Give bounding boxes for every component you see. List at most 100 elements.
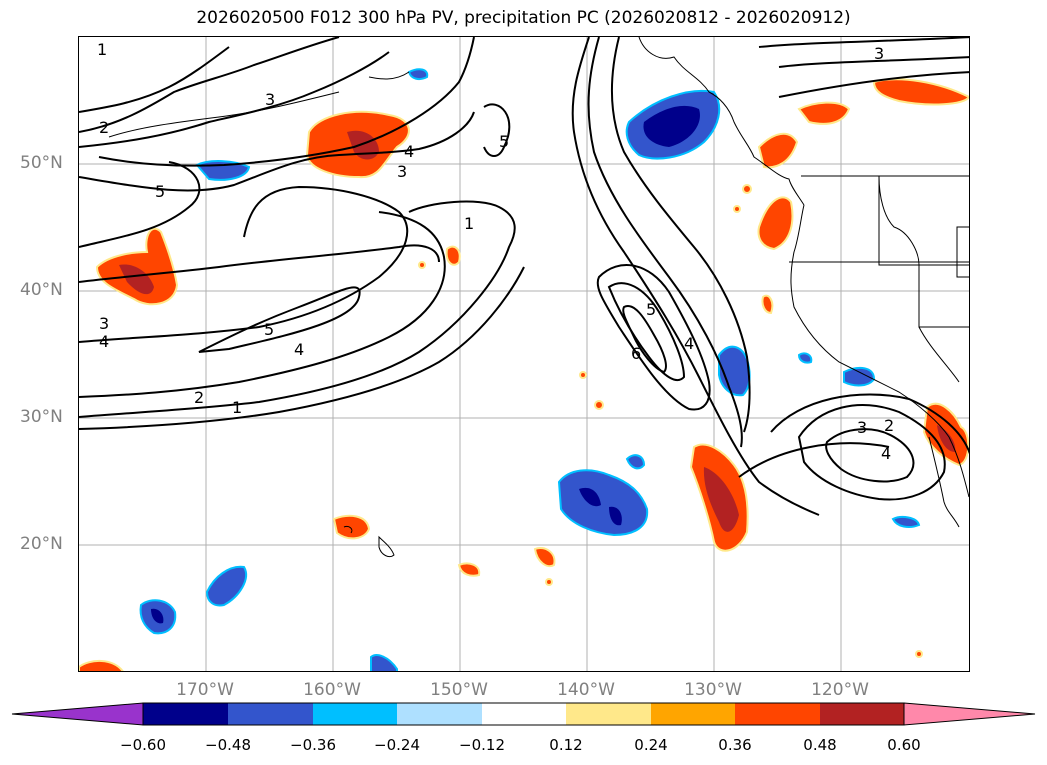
colorbar-tick: −0.24 [374, 736, 420, 754]
lon-label: 170°W [176, 680, 234, 700]
pv-contour-3 [79, 244, 440, 283]
contour-label: 3 [99, 314, 109, 333]
contour-label: 2 [884, 416, 894, 435]
contour-label: 1 [97, 40, 107, 59]
pv-contour-2 [79, 46, 230, 113]
colorbar-tick: 0.60 [887, 736, 921, 754]
lat-label: 20°N [20, 534, 63, 554]
pv-contour-5 [198, 286, 361, 353]
pv-contour-3 [778, 56, 969, 68]
pv-contour-3 [797, 404, 946, 501]
map-panel: 1 2 3 4 3 5 1 5 3 4 5 4 2 1 5 6 4 3 2 4 … [78, 36, 970, 672]
colorbar-tick: −0.48 [205, 736, 251, 754]
precip-area [625, 454, 646, 470]
precip-area [407, 68, 429, 81]
pv-contour-5 [79, 161, 201, 248]
colorbar-frame [142, 702, 905, 726]
pv-contour-3 [98, 37, 475, 167]
pv-contour-4 [825, 428, 915, 483]
precip-core [937, 425, 956, 452]
colorbar-tick: −0.60 [120, 736, 166, 754]
precip-area [757, 132, 799, 169]
precip-area [95, 227, 179, 306]
precip-core [119, 264, 154, 295]
precip-area [545, 578, 553, 586]
precip-area [370, 654, 398, 671]
contour-label: 1 [464, 214, 474, 233]
colorbar-tick: 0.12 [549, 736, 583, 754]
lon-label: 120°W [811, 680, 869, 700]
precip-area [79, 660, 124, 671]
colorbar-tick: 0.36 [718, 736, 752, 754]
contour-label: 2 [99, 118, 109, 137]
contour-label: 5 [499, 132, 509, 151]
coastlines [108, 37, 969, 558]
colorbar-segment [313, 703, 397, 725]
lat-label: 40°N [20, 280, 63, 300]
precip-area [891, 516, 921, 528]
pv-contour-3 [79, 211, 446, 398]
coastline-aleutians [108, 91, 340, 138]
map-canvas: 1 2 3 4 3 5 1 5 3 4 5 4 2 1 5 6 4 3 2 4 … [79, 37, 969, 671]
pv-contour-4 [79, 185, 409, 343]
precip-core [609, 506, 622, 526]
precip-area [594, 400, 604, 410]
precip-core [579, 487, 601, 507]
precip-area [533, 547, 556, 568]
contour-label: 4 [294, 340, 304, 359]
pv-contour-4 [79, 111, 475, 192]
pv-contours [79, 37, 969, 516]
lat-label: 50°N [20, 153, 63, 173]
precip-area [757, 196, 794, 251]
pv-contour-2 [758, 37, 969, 48]
contour-label: 5 [264, 320, 274, 339]
precip-area [332, 514, 371, 540]
precip-area [797, 352, 813, 364]
pv-contour-2 [79, 51, 390, 148]
pv-contour-1 [571, 37, 820, 516]
contour-label: 4 [404, 142, 414, 161]
precip-negative-areas [139, 68, 921, 671]
contour-label: 2 [194, 388, 204, 407]
contour-label: 4 [99, 332, 109, 351]
precip-area [205, 565, 247, 607]
contour-label: 3 [397, 162, 407, 181]
contour-label: 4 [684, 334, 694, 353]
pv-contour-2 [79, 200, 516, 418]
colorbar-tick: −0.12 [459, 736, 505, 754]
coastline-aleutians [368, 71, 410, 80]
pv-contour-4 [596, 264, 711, 411]
precip-area [797, 101, 851, 125]
colorbar-segment [735, 703, 820, 725]
colorbar-tick: −0.36 [290, 736, 336, 754]
border-state [878, 176, 969, 266]
pv-contour-5 [483, 103, 511, 157]
precip-area [579, 371, 587, 379]
precip-area [915, 650, 923, 658]
lat-label: 30°N [20, 407, 63, 427]
contour-label: 3 [874, 44, 884, 63]
pv-contour-1 [79, 266, 525, 430]
contour-label: 6 [631, 344, 641, 363]
colorbar-segment [143, 703, 228, 725]
colorbar-segment [228, 703, 313, 725]
lon-label: 130°W [684, 680, 742, 700]
contour-label: 4 [881, 444, 891, 463]
pv-contour-4 [778, 71, 969, 98]
colorbar-segment [482, 703, 566, 725]
precip-area [418, 261, 426, 269]
map-title: 2026020500 F012 300 hPa PV, precipitatio… [196, 8, 851, 28]
pv-contour-3 [611, 37, 751, 433]
colorbar [11, 702, 1036, 726]
pv-contour-1 [79, 37, 340, 133]
colorbar-extend-max [903, 702, 1036, 726]
precip-core [151, 608, 164, 624]
precip-core [643, 105, 700, 147]
precip-core [703, 467, 739, 532]
border-state [956, 226, 969, 278]
precip-area [457, 562, 481, 577]
border-state [878, 175, 920, 266]
graticule [79, 37, 969, 671]
island-hawaii [378, 535, 395, 558]
coastline-west-coast [790, 204, 969, 498]
